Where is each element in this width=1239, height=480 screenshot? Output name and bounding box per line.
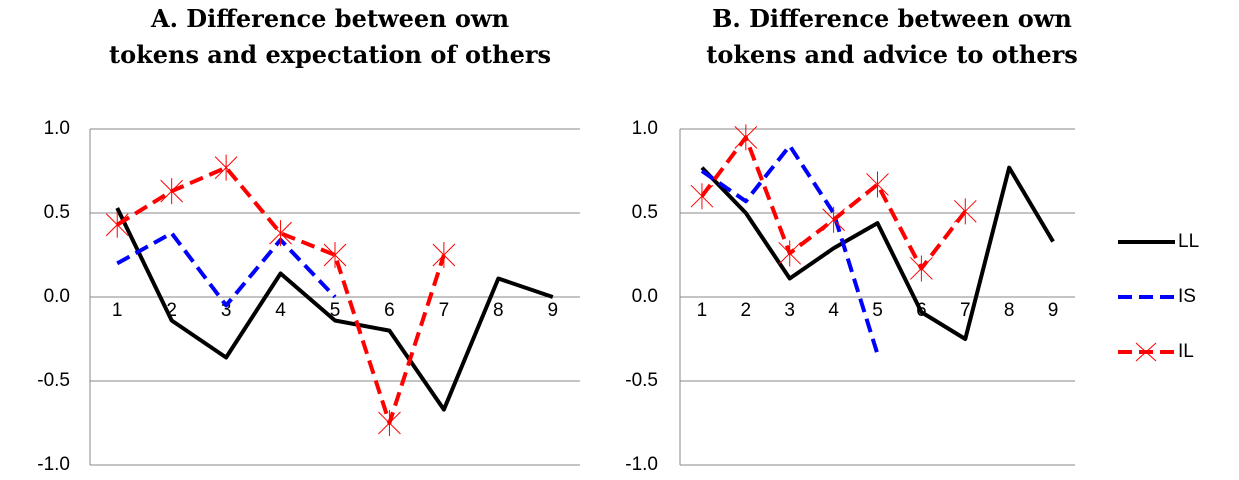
y-tick-label: 0.0 <box>632 286 658 307</box>
x-tick-label: 9 <box>1048 300 1059 321</box>
x-tick-label: 4 <box>275 300 286 321</box>
y-tick-label: -0.5 <box>625 370 658 391</box>
point-marker <box>214 154 238 181</box>
point-marker <box>378 410 401 436</box>
x-tick-label: 4 <box>828 300 839 321</box>
chart-title: B. Difference between own tokens and advi… <box>706 4 1078 69</box>
x-tick-label: 1 <box>112 300 123 321</box>
point-marker <box>910 255 933 282</box>
y-tick-label: 0.0 <box>44 286 70 307</box>
y-tick-label: -1.0 <box>625 454 658 475</box>
series-line: LL <box>700 165 1055 341</box>
x-tick-label: 6 <box>384 300 395 321</box>
x-tick-label: 3 <box>784 300 795 321</box>
point-marker <box>105 211 129 238</box>
point-marker <box>822 206 845 233</box>
x-tick-label: 7 <box>439 300 450 321</box>
point-marker <box>323 242 347 268</box>
x-tick-label: 8 <box>493 300 504 321</box>
y-tick-label: 0.5 <box>632 202 658 223</box>
x-tick-label: 2 <box>741 300 752 321</box>
y-tick-label: 0.5 <box>44 202 70 223</box>
point-marker <box>160 178 184 205</box>
y-tick-label: 1.0 <box>632 118 658 139</box>
x-tick-label: 8 <box>1004 300 1015 321</box>
x-tick-label: 2 <box>166 300 177 321</box>
y-tick-label: -0.5 <box>37 370 70 391</box>
series-line: IS <box>116 231 337 308</box>
y-tick-label: -1.0 <box>37 454 70 475</box>
series-line: LL <box>115 207 554 412</box>
point-marker <box>866 171 889 198</box>
x-tick-label: 5 <box>330 300 341 321</box>
point-marker <box>953 198 977 225</box>
chart-title: A. Difference between own tokens and expe… <box>109 4 551 69</box>
point-marker <box>432 242 456 268</box>
legend-label: LL <box>1178 231 1199 252</box>
x-tick-label: 7 <box>960 300 971 321</box>
x-tick-label: 9 <box>547 300 558 321</box>
x-tick-label: 1 <box>697 300 708 321</box>
legend-label: IL <box>1178 341 1194 362</box>
point-marker <box>778 240 802 267</box>
point-marker <box>690 183 714 210</box>
series-line: IL <box>116 165 446 425</box>
x-tick-label: 3 <box>221 300 232 321</box>
y-tick-label: 1.0 <box>44 118 70 139</box>
legend-marker <box>1135 342 1157 362</box>
series-line: IS <box>700 143 880 355</box>
legend-label: IS <box>1178 286 1196 307</box>
x-tick-label: 5 <box>872 300 883 321</box>
point-marker <box>269 220 292 247</box>
point-marker <box>734 124 758 151</box>
